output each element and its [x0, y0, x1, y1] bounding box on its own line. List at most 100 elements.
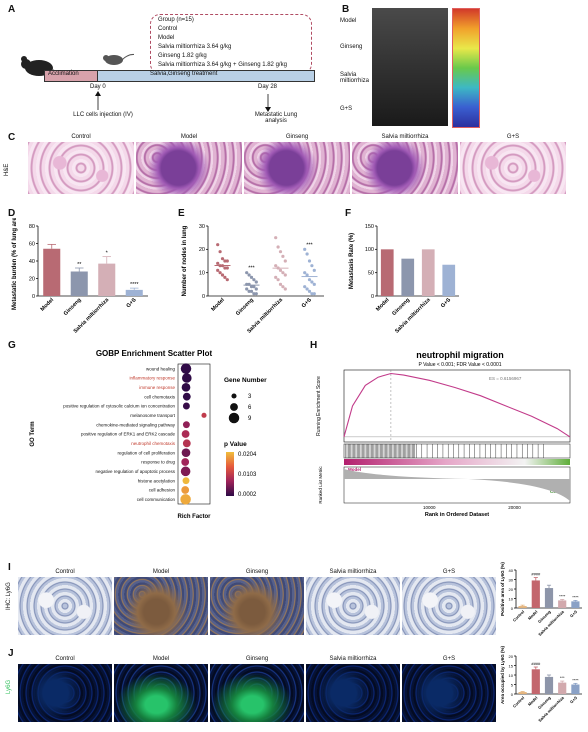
data-point [249, 285, 254, 289]
chart-ly6g-positive-area: 010203040Control####ModelGinseng****Salv… [500, 562, 582, 637]
chart-ly6g-area-occupied: 05101520Control####ModelGinseng***Salvia… [500, 646, 582, 723]
size-legend-label: 6 [248, 405, 252, 411]
ihc-col-title-4: G+S [442, 569, 456, 575]
y-tick-label: 5 [511, 682, 514, 687]
if-col-title-3: Salvia miltiorrhiza [329, 656, 377, 662]
go-term-label: melanosome transport [130, 413, 176, 418]
if-image-ginseng [210, 664, 304, 722]
category-label: G+S [569, 695, 579, 705]
enrichment-point [181, 430, 190, 438]
data-point [283, 287, 287, 291]
group-item-1: Model [158, 35, 175, 41]
go-term-label: cell communication [137, 497, 176, 502]
ihc-col-title-2: Ginseng [245, 569, 269, 575]
panel-label-d: D [8, 208, 16, 219]
y-tick-label: 10 [509, 673, 514, 678]
data-point [245, 287, 249, 291]
data-point [312, 268, 316, 272]
he-col-title-3: Salvia miltiorrhiza [381, 134, 429, 140]
category-label: Model [40, 297, 56, 313]
y-axis-label: Area occupied by Ly6G (%) [500, 646, 505, 704]
significance-mark: *** [560, 675, 565, 680]
bar-1 [70, 271, 88, 296]
data-point [245, 271, 249, 275]
group-title: Group (n=15) [158, 17, 194, 23]
enrichment-point [182, 402, 190, 410]
data-point [310, 292, 314, 296]
ivis-colorbar [452, 8, 480, 128]
bar-3 [558, 682, 567, 694]
enrichment-point [180, 494, 191, 505]
bar-0 [518, 692, 527, 694]
data-point [281, 254, 285, 258]
y-tick-label: 40 [29, 259, 35, 265]
data-point [249, 275, 254, 279]
data-point [216, 243, 220, 247]
analysis-label: Metastatic Lung analysis [254, 112, 298, 124]
significance-mark: #### [531, 572, 541, 577]
y-tick-label: 15 [509, 663, 514, 668]
if-stain-label: Ly6G [6, 679, 12, 694]
y-tick-label: 30 [509, 577, 514, 582]
y-tick-label: 30 [199, 224, 205, 230]
data-point [218, 250, 222, 254]
category-label: Model [210, 297, 226, 313]
data-point [220, 273, 225, 277]
category-label: G+S [569, 609, 579, 619]
enrichment-point [201, 412, 207, 418]
enrichment-point [182, 392, 191, 401]
data-point [310, 280, 314, 284]
group-item-3: Ginseng 1.82 g/kg [158, 53, 207, 59]
go-term-label: wound healing [146, 366, 176, 371]
data-point [312, 292, 316, 296]
data-point [303, 285, 307, 289]
he-image-control [28, 142, 134, 194]
go-term-label: response to drug [141, 460, 175, 465]
ihc-image-ginseng [210, 577, 304, 635]
data-point [276, 278, 280, 282]
hits-frame [343, 443, 571, 459]
category-label: Control [512, 695, 526, 709]
significance-mark: * [106, 251, 109, 257]
y-tick-label: 0 [32, 294, 35, 300]
bar-4 [571, 684, 580, 694]
y-tick-label: 0 [202, 294, 205, 300]
panel-label-e: E [178, 208, 185, 219]
color-legend-bar [226, 452, 234, 496]
data-point [225, 266, 229, 270]
ihc-col-title-1: Model [152, 569, 170, 575]
data-point [218, 271, 222, 275]
category-label: Model [375, 297, 391, 313]
ihc-image-salvia [306, 577, 400, 635]
ivis-row-label-1: Ginseng [340, 44, 363, 50]
data-point [283, 259, 287, 263]
category-label: Salvia miltiorrhiza [394, 297, 432, 335]
ihc-image-model [114, 577, 208, 635]
data-point [216, 261, 220, 265]
enrichment-point [181, 448, 191, 458]
category-label: Control [512, 609, 526, 623]
color-legend-label: 0.0002 [238, 492, 257, 498]
treatment-label: Salvia,Ginseng treatment [150, 71, 218, 77]
enrichment-point [182, 439, 191, 448]
enrichment-point [182, 421, 190, 429]
significance-mark: **** [559, 593, 566, 598]
ivis-row-label-2: Salvia miltiorrhiza [340, 72, 370, 84]
panel-label-g: G [8, 340, 16, 351]
day0-label: Day 0 [90, 84, 106, 90]
he-stain-label: H&E [4, 163, 10, 176]
panel-label-b: B [342, 4, 350, 15]
day28-label: Day 28 [258, 84, 278, 90]
injection-label: LLC cells injection (IV) [73, 112, 133, 118]
data-point [312, 282, 316, 286]
go-term-label: chemokine-mediated signaling pathway [96, 422, 176, 427]
data-point [249, 289, 254, 293]
y-tick-label: 80 [29, 224, 35, 230]
he-image-model [136, 142, 242, 194]
if-image-control [18, 664, 112, 722]
if-col-title-0: Control [55, 656, 75, 662]
bar-2 [98, 263, 116, 296]
size-legend-dot [228, 412, 240, 424]
category-label: Ginseng [391, 297, 411, 317]
significance-mark: **** [572, 677, 579, 682]
